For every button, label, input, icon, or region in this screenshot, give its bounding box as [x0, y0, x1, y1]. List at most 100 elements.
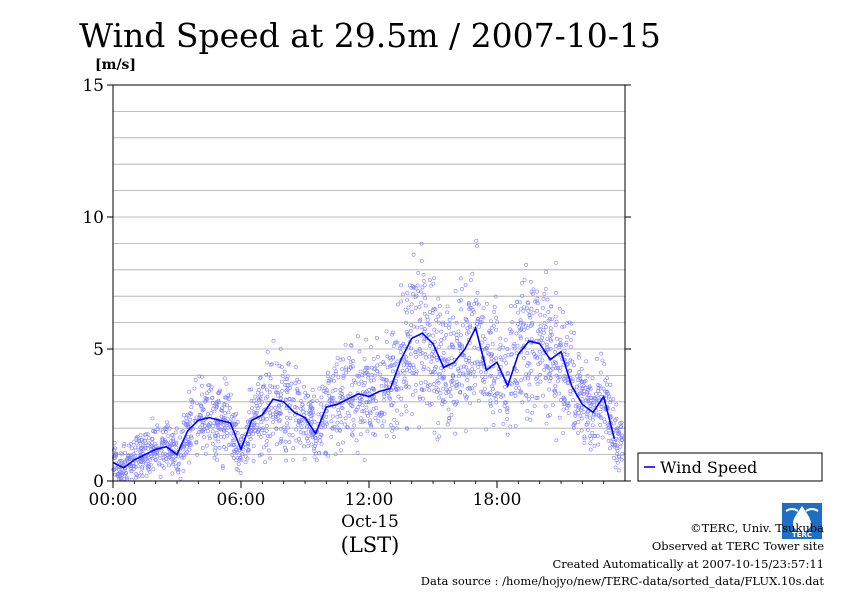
- scatter-point: [366, 375, 371, 380]
- scatter-point: [209, 411, 213, 415]
- scatter-point: [274, 390, 278, 395]
- scatter-point: [413, 350, 418, 355]
- scatter-point: [270, 362, 274, 367]
- scatter-point: [529, 368, 534, 373]
- scatter-point: [243, 460, 248, 465]
- scatter-point: [331, 373, 336, 378]
- scatter-point: [592, 402, 596, 407]
- scatter-point: [505, 410, 510, 415]
- scatter-point: [222, 402, 227, 407]
- scatter-point: [447, 325, 451, 330]
- scatter-point: [602, 362, 607, 367]
- scatter-point: [435, 379, 440, 384]
- scatter-point: [140, 464, 145, 469]
- scatter-point: [251, 423, 256, 428]
- scatter-point: [521, 308, 526, 313]
- scatter-point: [543, 376, 548, 380]
- scatter-point: [343, 416, 348, 421]
- scatter-point: [429, 370, 434, 375]
- scatter-point: [234, 450, 239, 455]
- y-tick-label: 10: [82, 208, 104, 228]
- scatter-point: [505, 347, 510, 351]
- scatter-point: [522, 356, 526, 360]
- scatter-point: [405, 298, 409, 302]
- scatter-point: [245, 456, 250, 461]
- scatter-point: [541, 296, 546, 301]
- created-text: Created Automatically at 2007-10-15/23:5…: [552, 557, 825, 571]
- scatter-point: [283, 398, 288, 402]
- scatter-point: [234, 411, 239, 416]
- scatter-point: [489, 384, 494, 389]
- scatter-point: [312, 455, 317, 460]
- scatter-point: [353, 409, 358, 414]
- scatter-point: [425, 314, 429, 319]
- scatter-point: [590, 431, 595, 435]
- scatter-point: [372, 367, 376, 372]
- scatter-point: [492, 310, 497, 314]
- scatter-point: [214, 434, 218, 439]
- scatter-point: [271, 338, 276, 343]
- scatter-point: [421, 339, 426, 344]
- scatter-point: [284, 383, 289, 388]
- scatter-point: [405, 291, 410, 295]
- scatter-point: [362, 371, 367, 376]
- scatter-point: [569, 330, 574, 335]
- scatter-point: [565, 321, 570, 326]
- scatter-point: [460, 383, 464, 388]
- scatter-point: [414, 372, 418, 376]
- scatter-point: [202, 435, 206, 440]
- scatter-point: [484, 427, 489, 432]
- scatter-point: [427, 323, 432, 327]
- scatter-point: [454, 385, 459, 390]
- scatter-point: [541, 393, 545, 398]
- scatter-point: [595, 389, 600, 393]
- scatter-point: [329, 419, 334, 424]
- scatter-point: [385, 365, 390, 370]
- scatter-point: [220, 465, 225, 470]
- scatter-point: [403, 384, 408, 389]
- scatter-point: [485, 301, 489, 306]
- scatter-point: [333, 388, 338, 392]
- scatter-point: [525, 351, 530, 356]
- scatter-point: [161, 452, 165, 457]
- scatter-point: [375, 355, 380, 359]
- scatter-point: [464, 396, 469, 401]
- scatter-point: [582, 434, 587, 439]
- scatter-point: [138, 433, 143, 438]
- scatter-point: [316, 412, 321, 417]
- scatter-point: [279, 402, 284, 407]
- scatter-point: [615, 428, 620, 433]
- scatter-point: [586, 409, 591, 414]
- scatter-point: [382, 419, 386, 424]
- scatter-point: [436, 345, 441, 349]
- scatter-point: [418, 396, 422, 401]
- scatter-point: [273, 405, 278, 410]
- scatter-point: [417, 395, 422, 399]
- scatter-point: [171, 462, 175, 466]
- scatter-point: [389, 403, 394, 408]
- scatter-point: [423, 296, 428, 301]
- scatter-point: [188, 417, 193, 422]
- scatter-point: [547, 317, 552, 321]
- scatter-point: [323, 386, 328, 391]
- scatter-point: [266, 408, 271, 413]
- scatter-point: [207, 434, 212, 439]
- scatter-point: [165, 423, 170, 428]
- scatter-point: [409, 322, 414, 327]
- scatter-point: [348, 391, 353, 396]
- scatter-point: [230, 438, 235, 443]
- scatter-point: [148, 462, 153, 467]
- scatter-point: [167, 455, 172, 460]
- scatter-point: [431, 354, 436, 359]
- scatter-point: [358, 420, 363, 424]
- scatter-point: [505, 417, 509, 422]
- scatter-point: [349, 343, 354, 347]
- scatter-point: [447, 345, 452, 350]
- x-axis-label: (LST): [341, 533, 400, 557]
- scatter-point: [174, 445, 179, 450]
- scatter-point: [368, 345, 373, 350]
- scatter-point: [483, 370, 488, 375]
- scatter-point: [454, 320, 459, 325]
- scatter-point: [562, 352, 567, 357]
